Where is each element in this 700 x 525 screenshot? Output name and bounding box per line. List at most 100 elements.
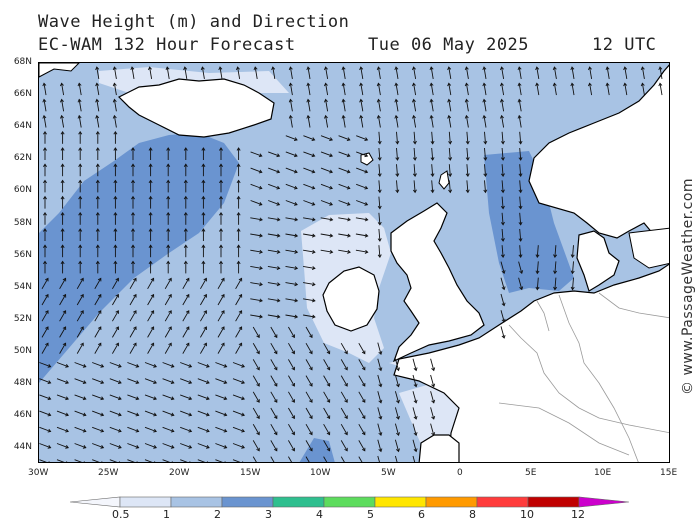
wave-arrow [358,391,366,403]
wave-arrow-head [364,217,369,222]
wave-arrow-head [47,445,52,449]
wave-arrow [144,443,157,449]
wave-arrow-head [412,189,417,194]
wave-arrow-head [482,98,487,103]
country-borders [498,292,669,462]
wave-arrow [162,362,174,368]
wave-arrow-head [347,217,351,222]
wave-arrow-head [221,293,225,298]
wave-arrow-head [329,153,333,158]
wave-arrow-head [77,82,82,87]
wave-arrow-head [359,98,364,103]
wave-arrow-head [535,254,540,259]
wave-arrow-head [552,66,557,71]
wave-arrow-head [430,173,435,178]
wave-arrow-head [259,233,263,238]
wave-arrow-head [553,286,558,291]
lat-label: 66N [13,89,32,100]
wave-arrow-head [201,244,206,248]
wave-arrow-head [276,217,281,222]
wave-arrow-head [448,140,453,145]
wave-arrow-head [483,189,488,194]
wave-arrow [250,298,263,302]
wave-arrow-head [311,314,316,319]
wave-arrow [518,115,522,128]
wave-arrow [501,228,504,242]
wave-arrow [235,310,242,322]
wave-arrow-head [188,445,193,449]
wave-arrow [303,167,315,173]
wave-arrow-head [291,447,295,452]
wave-arrow [109,426,122,432]
wave-arrow-head [378,415,383,420]
wave-arrow-head [326,382,331,387]
wave-arrow-head [288,66,293,71]
wave-arrow [589,67,593,79]
wave-arrow-head [311,282,316,287]
wave-arrow-head [206,380,210,384]
wave-arrow [377,342,382,355]
wave-arrow-head [166,260,171,265]
wave-arrow-head [223,380,228,384]
wave-arrow-head [95,130,100,135]
lon-label: 30W [28,468,49,478]
wave-arrow [320,183,333,189]
legend-label: 4 [316,508,323,521]
wave-arrow [340,359,348,371]
wave-arrow-head [500,189,505,194]
wave-arrow [572,261,574,274]
wave-arrow [519,196,522,209]
wave-arrow-head [183,179,188,184]
wave-arrow [56,394,69,400]
lat-label: 50N [13,345,32,356]
wave-arrow-head [658,66,663,71]
wave-arrow-head [499,98,504,103]
wave-arrow [285,167,298,173]
wave-arrow [113,99,117,112]
wave-arrow-head [238,293,243,298]
wave-arrow [56,426,69,432]
wave-arrow-head [82,412,87,417]
wave-arrow [39,410,51,416]
wave-arrow-head [65,445,69,449]
wave-arrow [342,67,346,79]
wave-arrow [307,115,311,128]
wave-arrow-head [276,153,281,158]
wave-arrow-head [361,399,366,403]
wave-arrow-head [62,342,67,347]
wave-arrow-head [347,233,351,238]
wave-arrow-head [395,140,400,145]
wave-arrow [303,135,315,141]
wave-arrow-head [329,169,333,174]
wave-arrow-head [133,293,137,298]
wave-arrow [144,459,153,462]
wave-arrow-head [323,66,328,71]
wave-arrow [94,342,102,354]
wave-arrow [519,228,522,242]
wave-arrow [305,407,313,419]
wave-arrow [554,245,557,258]
wave-arrow [252,342,260,354]
wave-arrow [268,167,280,173]
wave-arrow-head [309,415,313,420]
wave-arrow-head [185,277,190,282]
wave-arrow-head [148,163,153,167]
wave-arrow-head [65,428,69,433]
wave-arrow-head [412,173,417,178]
wave-arrow [285,217,298,221]
wave-arrow-head [131,195,135,200]
wave-arrow [252,440,260,452]
wave-arrow [519,245,522,258]
wave-arrow-head [241,396,245,401]
wave-arrow-head [206,445,210,449]
wave-arrow [288,391,295,403]
wave-arrow [267,233,280,237]
wave-arrow-head [242,461,244,462]
wave-arrow [340,342,348,354]
wave-arrow [252,407,260,419]
wave-arrow [147,278,154,290]
wave-arrow [338,200,350,206]
wave-arrow-head [166,244,171,248]
wave-arrow-head [153,396,157,401]
wave-arrow-head [413,432,418,436]
